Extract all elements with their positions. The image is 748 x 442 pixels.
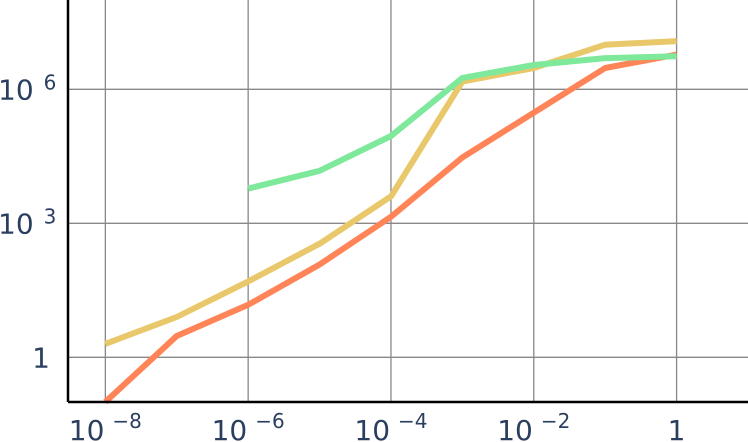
x-tick-label-0: 10 −8 (69, 409, 142, 442)
x-tick-labels: 10 −8 10 −6 10 −4 10 −2 1 (69, 409, 686, 442)
series-line-0 (104, 38, 677, 347)
y-tick-label-0: 1 (32, 341, 50, 374)
series-line-1 (103, 51, 678, 405)
series-layer (103, 38, 678, 405)
y-gridlines (68, 88, 748, 358)
x-tick-label-3: 10 −2 (497, 409, 570, 442)
y-tick-label-1: 10 3 (0, 204, 56, 240)
y-tick-label-2: 10 6 (0, 70, 56, 106)
y-tick-labels: 1 10 3 10 6 (0, 70, 56, 374)
x-tick-label-4: 1 (668, 414, 686, 442)
series-line-2 (247, 53, 677, 192)
x-tick-label-2: 10 −4 (354, 409, 427, 442)
x-tick-label-1: 10 −6 (212, 409, 285, 442)
